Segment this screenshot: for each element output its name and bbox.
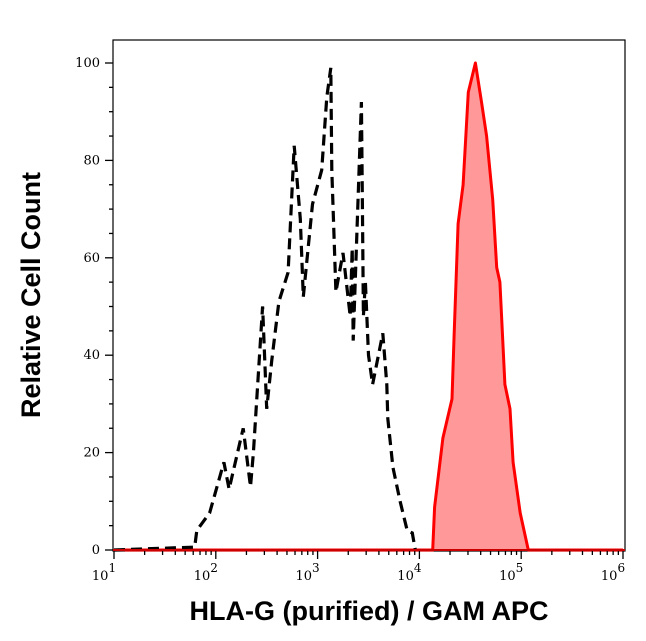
x-axis-title: HLA-G (purified) / GAM APC [190,596,549,626]
series-outline-red [114,61,623,552]
series-dashed-black [113,67,417,552]
x-tick-label: 101 [92,561,116,584]
y-tick-label: 80 [83,153,100,168]
y-axis-title: Relative Cell Count [16,172,46,418]
x-tick-exponent: 3 [312,561,320,575]
series-layer [113,61,625,552]
plot-frame [112,39,626,552]
x-tick-label: 105 [499,561,523,584]
x-tick-exponent: 6 [617,561,625,575]
y-tick-label: 40 [83,348,100,363]
x-tick-base: 10 [92,569,109,584]
x-tick-label: 104 [397,561,422,584]
x-tick-exponent: 2 [210,561,218,575]
x-tick-label: 102 [194,561,218,584]
y-tick-label: 60 [83,251,100,266]
x-tick-base: 10 [296,569,313,584]
x-tick-label: 103 [296,561,320,584]
x-tick-exponent: 4 [414,561,422,575]
series-fill-area [114,63,623,550]
y-tick-label: 100 [75,56,100,71]
y-tick-label: 0 [92,543,100,558]
x-tick-base: 10 [194,569,211,584]
x-tick-label: 106 [601,561,625,584]
x-tick-base: 10 [601,569,618,584]
x-tick-base: 10 [397,569,414,584]
x-tick-base: 10 [499,569,516,584]
x-tick-exponent: 1 [108,561,116,575]
y-tick-label: 20 [83,446,100,461]
x-tick-exponent: 5 [516,561,524,575]
